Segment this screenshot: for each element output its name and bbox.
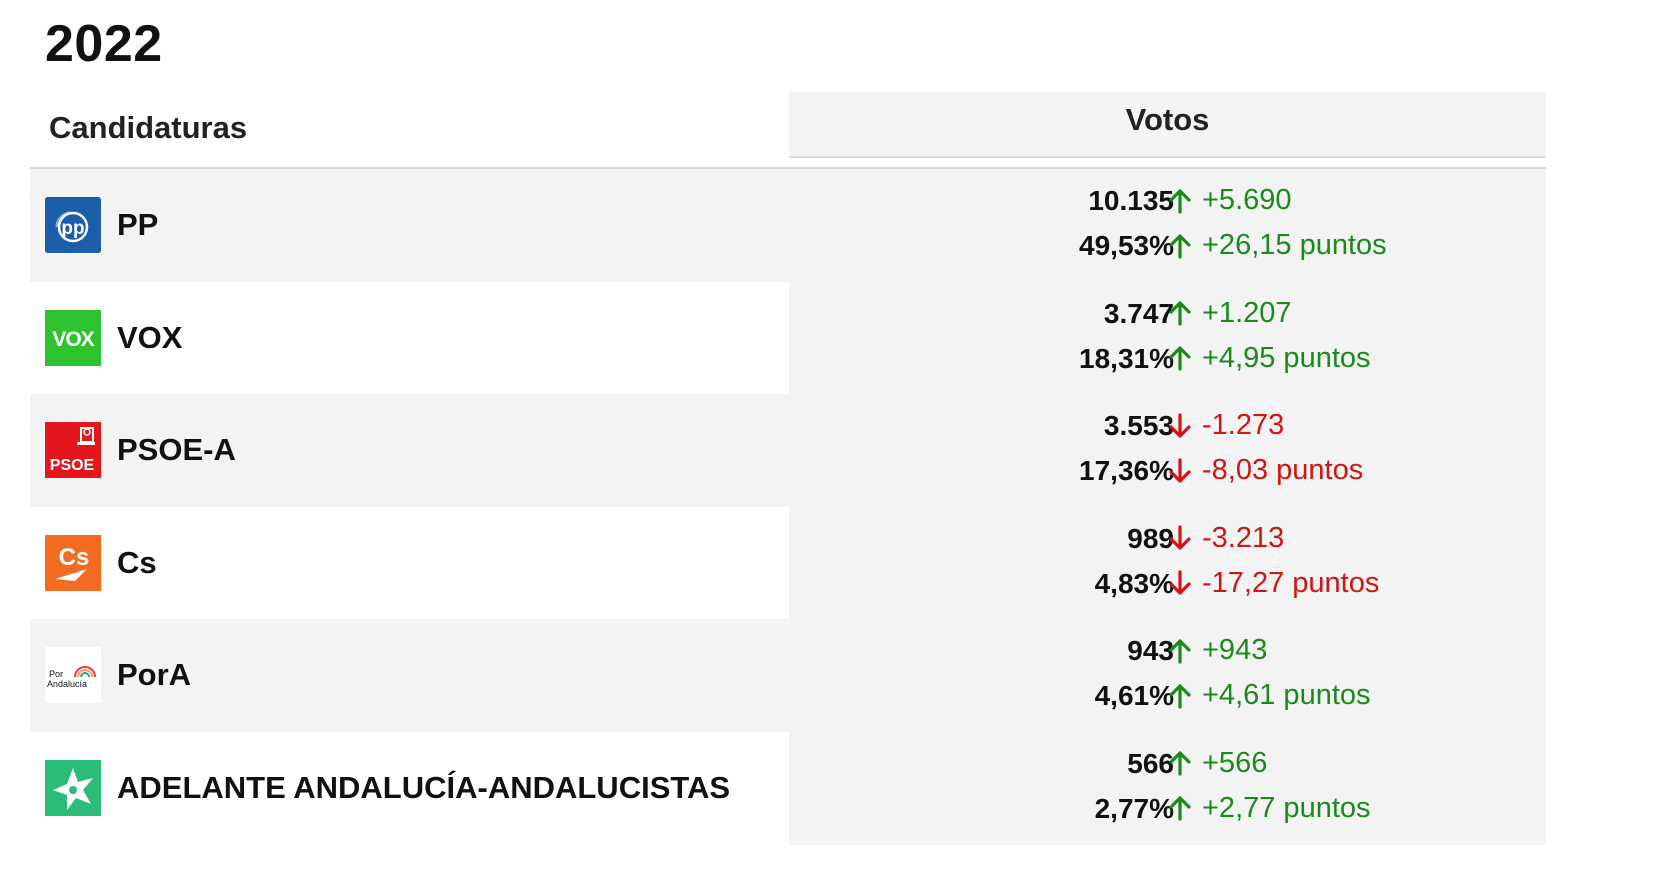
votes-percentage: 4,83% <box>1094 567 1174 599</box>
svg-text:Andalucía: Andalucía <box>47 679 87 689</box>
arrow-down-icon <box>1169 570 1191 595</box>
votes-percentage: 2,77% <box>1094 792 1174 824</box>
arrow-up-icon <box>1169 233 1191 259</box>
votes-change: +5.690 <box>1168 184 1292 217</box>
candidaturas-header: Candidaturas <box>49 110 248 145</box>
table-row: PSOE PSOE-A 3.553 17,36% -1.273 -8,03 pu… <box>30 394 1546 507</box>
votes-change: +943 <box>1168 634 1267 667</box>
svg-text:PSOE: PSOE <box>50 457 95 474</box>
vox-logo-icon: VOX <box>45 309 101 366</box>
arrow-down-icon <box>1169 525 1191 550</box>
table-row: ADELANTE ANDALUCÍA-ANDALUCISTAS 566 2,77… <box>30 731 1546 845</box>
votes-change: -1.273 <box>1168 409 1284 442</box>
votes-count: 3.553 <box>1103 410 1174 442</box>
table-row: pp PP 10.135 49,53% +5.690 +26,15 puntos <box>30 169 1546 282</box>
percentage-change: +2,77 puntos <box>1168 792 1371 825</box>
votes-count: 989 <box>1127 522 1174 554</box>
percentage-change: -8,03 puntos <box>1168 454 1363 487</box>
arrow-down-icon <box>1169 458 1191 483</box>
votes-percentage: 49,53% <box>1079 230 1174 261</box>
arrow-up-icon <box>1169 639 1191 664</box>
votes-header-background <box>789 92 1546 158</box>
party-name: PSOE-A <box>117 432 236 468</box>
votes-change: +1.207 <box>1168 297 1292 330</box>
arrow-up-icon <box>1169 188 1191 214</box>
arrow-up-icon <box>1169 796 1191 822</box>
pp-logo-icon: pp <box>45 197 101 253</box>
party-name: PorA <box>117 657 192 693</box>
percentage-change: -17,27 puntos <box>1168 567 1379 600</box>
psoe-logo-icon: PSOE <box>45 422 101 479</box>
percentage-change: +4,61 puntos <box>1168 679 1371 712</box>
party-name: VOX <box>117 319 183 355</box>
arrow-up-icon <box>1169 684 1191 709</box>
party-name: PP <box>117 207 159 242</box>
votes-change: -3.213 <box>1168 522 1284 555</box>
svg-text:pp: pp <box>61 218 84 239</box>
page-title: 2022 <box>45 15 163 73</box>
table-row: Cs Cs 989 4,83% -3.213 -17,27 puntos <box>30 506 1546 620</box>
votes-percentage: 18,31% <box>1079 342 1174 374</box>
svg-text:Cs: Cs <box>59 544 90 571</box>
votes-percentage: 4,61% <box>1094 680 1174 712</box>
party-name: Cs <box>117 544 157 580</box>
votos-header: Votos <box>1125 102 1210 137</box>
svg-text:Por: Por <box>49 669 63 679</box>
pora-logo-icon: Por Andalucía <box>45 647 101 704</box>
cs-logo-icon: Cs <box>45 534 101 591</box>
votes-count: 3.747 <box>1103 297 1174 329</box>
votes-change: +566 <box>1168 747 1267 780</box>
svg-text:VOX: VOX <box>52 328 94 351</box>
arrow-up-icon <box>1169 301 1191 326</box>
votes-count: 566 <box>1127 747 1174 779</box>
arrow-up-icon <box>1169 751 1191 777</box>
results-table: pp PP 10.135 49,53% +5.690 +26,15 puntos… <box>30 169 1546 845</box>
percentage-change: +26,15 puntos <box>1168 229 1387 262</box>
party-name: ADELANTE ANDALUCÍA-ANDALUCISTAS <box>117 769 731 805</box>
votes-percentage: 17,36% <box>1079 455 1174 487</box>
header-divider <box>30 167 1546 169</box>
table-row: Por Andalucía PorA 943 4,61% +943 +4,61 … <box>30 619 1546 732</box>
votes-count: 10.135 <box>1088 185 1174 216</box>
table-row: VOX VOX 3.747 18,31% +1.207 +4,95 puntos <box>30 281 1546 395</box>
percentage-change: +4,95 puntos <box>1168 342 1371 375</box>
arrow-down-icon <box>1169 413 1191 438</box>
adelante-logo-icon <box>45 759 101 816</box>
votes-count: 943 <box>1127 635 1174 667</box>
arrow-up-icon <box>1169 346 1191 371</box>
